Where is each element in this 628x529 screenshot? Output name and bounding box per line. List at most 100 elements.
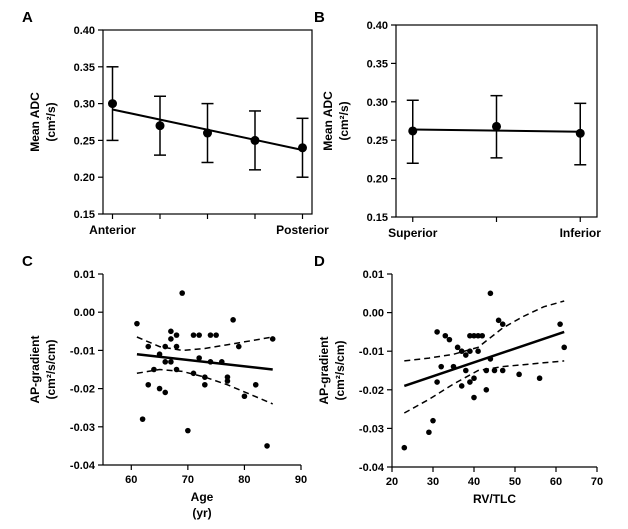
data-point [202,374,208,380]
data-point [475,332,481,339]
panel-a: A 0.15 0.20 0.25 0.30 0.35 0.40 Anterior Posteri… [22,9,329,237]
y-tick-label: -0.02 [359,385,384,397]
category-label: Inferior [560,226,602,240]
data-point [434,379,440,385]
y-axis-unit: (cm²/s/cm) [333,340,347,400]
data-point [499,367,506,374]
y-axis-unit: (cm²/s/cm) [44,339,58,399]
y-tick-label: -0.04 [359,462,385,474]
data-point [487,290,494,297]
x-tick-label: 50 [509,476,521,488]
data-point [203,128,212,138]
x-tick-label: 60 [125,474,137,486]
panel-label-c: C [22,253,33,270]
y-tick-label: 0.30 [367,97,388,109]
ci-lower-curve [403,360,565,414]
y-tick-label: 0.25 [74,135,95,147]
x-axis-unit: (yr) [192,506,211,520]
data-point [458,383,465,389]
category-label: Anterior [89,223,136,237]
y-axis-label: AP-gradient [28,335,42,403]
data-point [230,317,236,323]
data-point [491,367,498,374]
y-tick-label: 0.35 [367,58,388,70]
data-point [401,444,408,451]
data-point [450,363,457,370]
y-tick-label: 0.40 [367,20,388,32]
data-point [108,99,117,109]
data-point [430,417,436,424]
y-tick-label: 0.25 [367,135,388,147]
x-tick-label: 20 [386,476,398,488]
data-point [235,343,242,350]
data-point [241,393,248,400]
data-point [155,121,165,131]
y-tick-label: -0.03 [70,422,95,434]
data-point [162,343,169,350]
y-tick-label: 0.30 [74,99,95,111]
data-point [557,321,563,327]
data-point [156,385,163,392]
data-point [446,336,453,343]
data-point [139,416,146,422]
category-label: Superior [388,226,438,240]
data-point [298,143,307,153]
y-tick-label: -0.03 [359,423,384,435]
data-point [442,332,449,339]
regression-line [136,352,273,371]
data-point [483,387,490,393]
data-point [168,359,174,365]
data-point [471,375,477,382]
data-point [207,332,214,338]
y-tick-label: 0.15 [367,212,388,224]
y-tick-label: 0.20 [367,174,388,186]
y-tick-label: 0.20 [74,172,95,184]
y-tick-label: 0.00 [74,307,95,319]
data-point [408,126,418,136]
data-point [467,332,473,339]
y-axis-unit: (cm²/s) [337,101,351,140]
data-point [499,321,506,327]
data-point [162,389,169,396]
data-point [134,320,140,327]
x-tick-label: 30 [427,476,439,488]
data-point [492,121,501,131]
ci-lower-curve [136,368,273,405]
data-point [224,378,231,384]
y-tick-label: 0.01 [74,269,95,281]
category-label: Posterior [276,223,329,237]
data-point [156,351,163,358]
data-point [438,363,445,370]
y-tick-label: -0.01 [359,346,384,358]
x-tick-label: 70 [182,474,194,486]
data-point [264,443,270,449]
data-point [479,332,486,339]
y-tick-label: 0.40 [74,25,95,37]
data-point [467,348,473,355]
y-tick-label: -0.02 [70,384,95,396]
data-point [561,344,567,351]
data-point [475,348,481,355]
data-point [173,343,180,350]
x-axis-label: RV/TLC [473,492,516,506]
y-tick-label: -0.04 [70,460,96,472]
data-point [536,375,543,382]
x-tick-label: 80 [238,474,250,486]
data-point [196,332,202,338]
data-point [219,359,225,365]
data-point [454,344,461,351]
data-point [463,367,469,374]
y-tick-label: 0.15 [74,209,95,221]
data-point [458,348,465,355]
data-point [196,355,202,361]
data-point [463,352,469,358]
panel-label-d: D [314,253,325,270]
data-point [190,370,197,377]
data-point [185,427,191,434]
data-point [483,367,490,374]
data-point [202,381,208,388]
panel-d: D -0.04 -0.03 -0.02 -0.01 0.00 0.01 20 30 40 50 60 7… [314,253,603,506]
data-point [487,356,494,362]
data-point [190,332,197,338]
